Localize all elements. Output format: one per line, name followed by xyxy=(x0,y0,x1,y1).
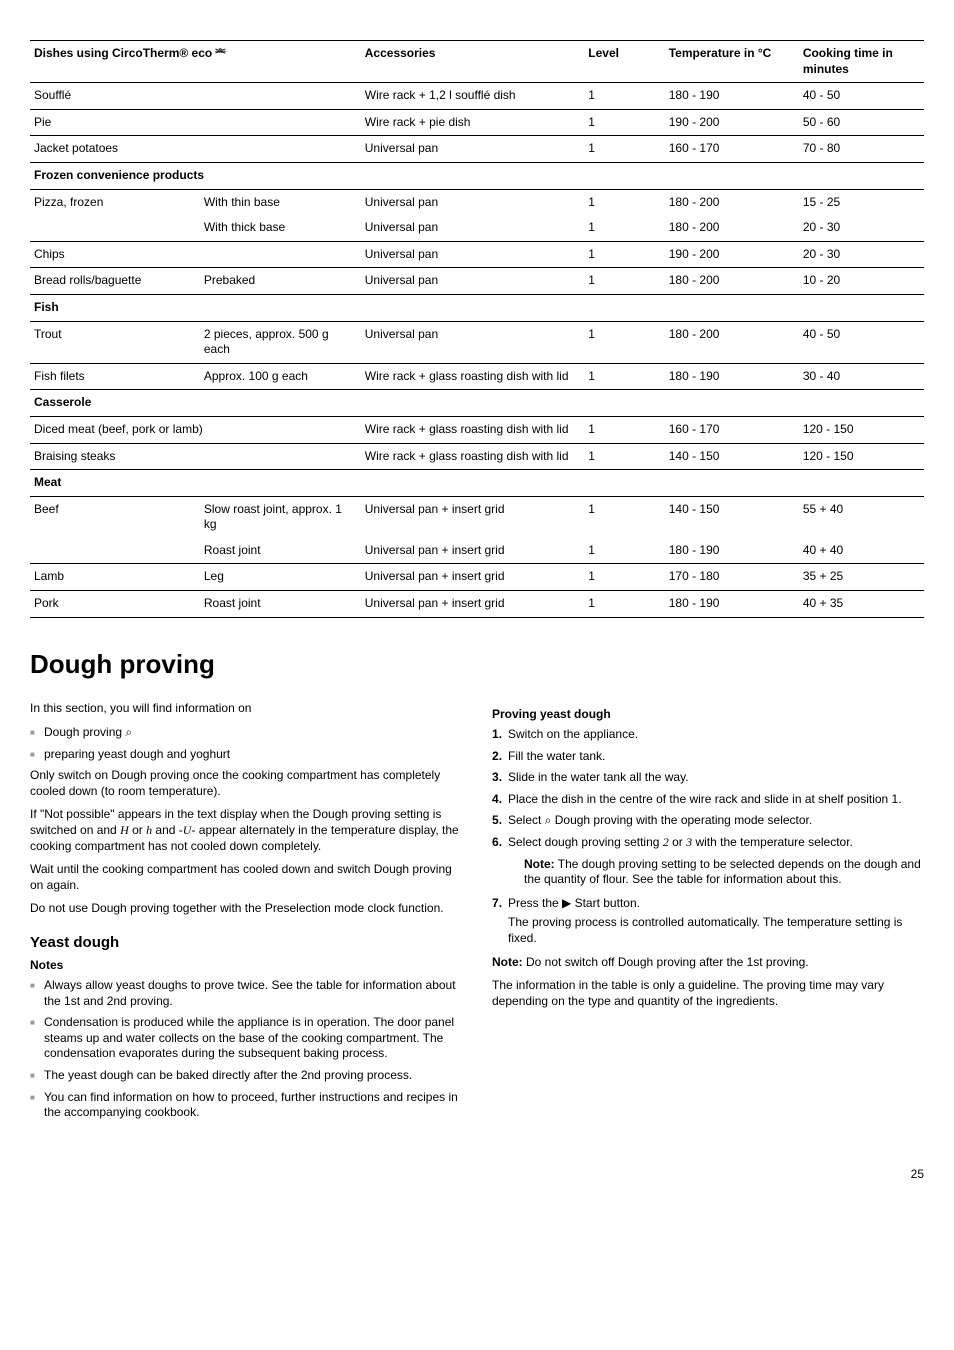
section-row: Casserole xyxy=(30,390,924,417)
section-heading: Dough proving xyxy=(30,648,924,682)
para-guideline: The information in the table is only a g… xyxy=(492,978,924,1009)
para-not-possible: If "Not possible" appears in the text di… xyxy=(30,807,462,854)
table-row: Trout2 pieces, approx. 500 g eachUnivers… xyxy=(30,321,924,363)
section-row: Frozen convenience products xyxy=(30,162,924,189)
table-row: SouffléWire rack + 1,2 l soufflé dish118… xyxy=(30,83,924,110)
table-row: With thick baseUniversal pan1180 - 20020… xyxy=(30,215,924,241)
note-prove-twice: Always allow yeast doughs to prove twice… xyxy=(30,978,462,1009)
table-row: Jacket potatoesUniversal pan1160 - 17070… xyxy=(30,136,924,163)
intro-text: In this section, you will find informati… xyxy=(30,701,462,717)
header-level: Level xyxy=(584,41,664,83)
step-3: Slide in the water tank all the way. xyxy=(492,770,924,786)
para-cooldown: Only switch on Dough proving once the co… xyxy=(30,768,462,799)
step-2: Fill the water tank. xyxy=(492,749,924,765)
para-preselect: Do not use Dough proving together with t… xyxy=(30,901,462,917)
note-dont-switch-off: Note: Do not switch off Dough proving af… xyxy=(492,955,924,971)
note-condensation: Condensation is produced while the appli… xyxy=(30,1015,462,1062)
table-row: Diced meat (beef, pork or lamb)Wire rack… xyxy=(30,416,924,443)
table-row: Braising steaksWire rack + glass roastin… xyxy=(30,443,924,470)
header-accessories: Accessories xyxy=(361,41,585,83)
step-4: Place the dish in the centre of the wire… xyxy=(492,792,924,808)
right-column: Proving yeast dough Switch on the applia… xyxy=(492,701,924,1126)
header-dishes: Dishes using CircoTherm® eco ⎃ xyxy=(30,41,361,83)
para-wait: Wait until the cooking compartment has c… xyxy=(30,862,462,893)
header-temp: Temperature in °C xyxy=(665,41,799,83)
table-row: LambLegUniversal pan + insert grid1170 -… xyxy=(30,564,924,591)
step-7: Press the ▶ Start button. The proving pr… xyxy=(492,896,924,947)
subheading-proving: Proving yeast dough xyxy=(492,707,924,723)
table-row: Bread rolls/baguettePrebakedUniversal pa… xyxy=(30,268,924,295)
cooking-table: Dishes using CircoTherm® eco ⎃ Accessori… xyxy=(30,40,924,618)
note-baked-directly: The yeast dough can be baked directly af… xyxy=(30,1068,462,1084)
section-row: Fish xyxy=(30,294,924,321)
step-1: Switch on the appliance. xyxy=(492,727,924,743)
page-number: 25 xyxy=(30,1167,924,1183)
notes-heading: Notes xyxy=(30,958,462,974)
table-row: Roast jointUniversal pan + insert grid11… xyxy=(30,538,924,564)
step-5: Select ⌕ Dough proving with the operatin… xyxy=(492,813,924,829)
section-row: Meat xyxy=(30,470,924,497)
table-row: BeefSlow roast joint, approx. 1 kgUniver… xyxy=(30,496,924,538)
table-row: ChipsUniversal pan1190 - 20020 - 30 xyxy=(30,241,924,268)
note-cookbook: You can find information on how to proce… xyxy=(30,1090,462,1121)
table-row: Pizza, frozenWith thin baseUniversal pan… xyxy=(30,189,924,215)
table-row: Fish filetsApprox. 100 g eachWire rack +… xyxy=(30,363,924,390)
bullet-dough-proving: Dough proving ⌕ xyxy=(30,725,462,741)
step-6: Select dough proving setting 2 or 3 with… xyxy=(492,835,924,888)
step-6-note: Note: The dough proving setting to be se… xyxy=(508,857,924,888)
subheading-yeast: Yeast dough xyxy=(30,933,462,953)
step-7-sub: The proving process is controlled automa… xyxy=(508,915,924,946)
table-row: PorkRoast jointUniversal pan + insert gr… xyxy=(30,591,924,618)
left-column: In this section, you will find informati… xyxy=(30,701,462,1126)
table-row: PieWire rack + pie dish1190 - 20050 - 60 xyxy=(30,109,924,136)
bullet-yeast-yoghurt: preparing yeast dough and yoghurt xyxy=(30,747,462,763)
header-time: Cooking time in minutes xyxy=(799,41,924,83)
